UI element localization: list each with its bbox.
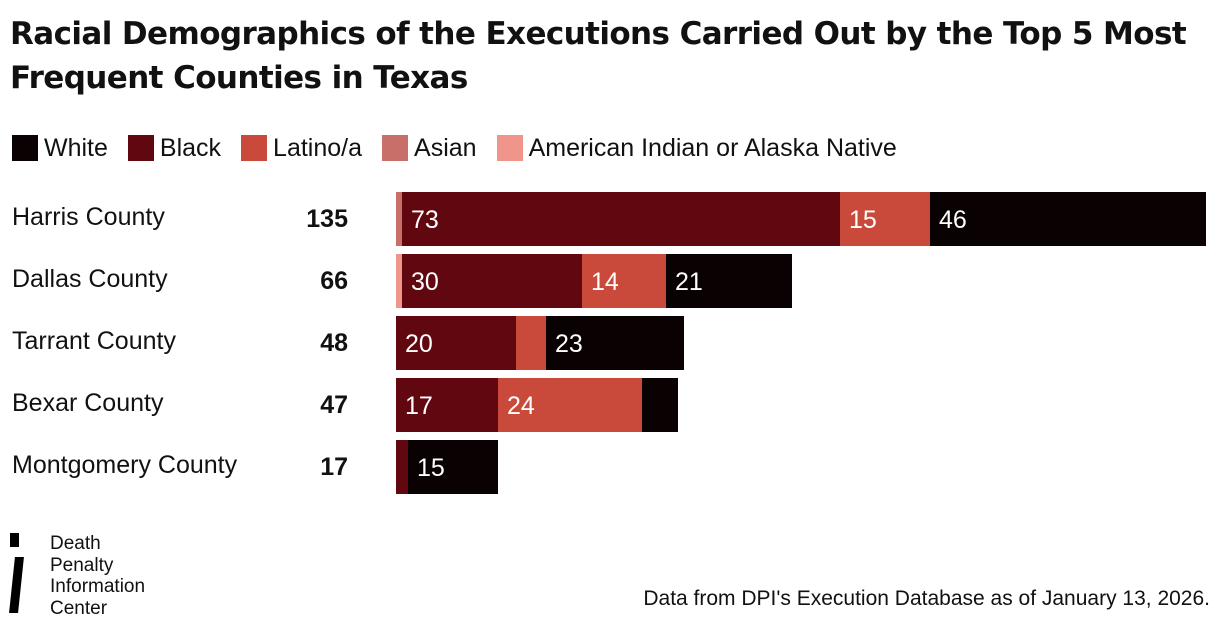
logo-line: Information (50, 576, 146, 597)
legend-label-asian: Asian (414, 133, 477, 162)
chart-title: Racial Demographics of the Executions Ca… (10, 16, 1187, 96)
data-label-dallas-county-white: 21 (675, 268, 703, 296)
bar-harris-county-latino-a (840, 192, 930, 246)
category-label-bexar: Bexar County (12, 389, 164, 417)
legend-item-latino: Latino/a (241, 134, 362, 163)
logo-line: Penalty (50, 554, 114, 576)
category-label-harris: Harris County (12, 203, 165, 231)
bar-harris-county-white (930, 192, 1206, 246)
data-label-dallas-county-latino-a: 14 (591, 268, 619, 296)
legend-item-american-indian: American Indian or Alaska Native (496, 133, 897, 163)
legend-swatch-black (127, 135, 154, 161)
legend-swatch-latino (241, 135, 268, 161)
legend-label-black: Black (159, 133, 222, 162)
bar-dallas-county-latino-a (582, 254, 666, 308)
legend-item-asian: Asian (382, 134, 477, 163)
row-total-montgomery: 17 (320, 453, 348, 481)
data-label-harris-county-white: 46 (939, 206, 967, 234)
dpic-logo: Death Penalty Information Center (9, 533, 180, 619)
data-label-harris-county-black: 73 (411, 206, 439, 234)
row-total-harris: 135 (306, 205, 348, 233)
data-label-tarrant-county-black: 20 (405, 330, 433, 358)
bar-bexar-county-black (396, 378, 498, 432)
source-note: Data from DPI's Execution Database as of… (643, 587, 1210, 610)
bar-dallas-county-white (666, 254, 792, 308)
legend-item-black: Black (127, 133, 222, 163)
data-label-dallas-county-black: 30 (411, 268, 439, 296)
bar-tarrant-county-white (546, 316, 684, 370)
bar-harris-county-asian (396, 192, 402, 246)
legend-label-latino: Latino/a (273, 133, 363, 162)
data-label-tarrant-county-white: 23 (555, 330, 583, 358)
data-label-bexar-county-latino-a: 24 (507, 392, 535, 420)
legend-label-white: White (44, 133, 108, 162)
legend-item-white: White (12, 134, 108, 163)
chart-legend: White Black Latino/a Asian American Indi… (12, 132, 917, 164)
bar-montgomery-county-black (396, 440, 408, 494)
data-label-bexar-county-black: 17 (405, 392, 433, 420)
bar-tarrant-county-latino-a (516, 316, 546, 370)
logo-wordmark: Death Penalty Information Center (50, 533, 145, 619)
category-label-montgomery: Montgomery County (12, 451, 238, 479)
bar-tarrant-county-black (396, 316, 516, 370)
row-total-dallas: 66 (320, 267, 348, 295)
logo-mark-top (10, 533, 19, 547)
legend-swatch-american-indian (496, 135, 523, 161)
row-total-tarrant: 48 (320, 329, 348, 357)
logo-line: Center (50, 597, 108, 619)
legend-swatch-white (12, 135, 38, 161)
bar-bexar-county-latino-a (498, 378, 642, 432)
bar-dallas-county-black (402, 254, 582, 308)
data-label-montgomery-county-white: 15 (417, 454, 445, 482)
logo-mark-bottom (9, 557, 24, 613)
legend-label-american-indian: American Indian or Alaska Native (528, 133, 897, 162)
bar-harris-county-black (402, 192, 840, 246)
data-label-harris-county-latino-a: 15 (849, 206, 877, 234)
row-total-bexar: 47 (320, 391, 348, 419)
category-label-tarrant: Tarrant County (12, 327, 176, 355)
bar-dallas-county-american-indian-or-alaska-native (396, 254, 402, 308)
bar-montgomery-county-white (408, 440, 498, 494)
legend-swatch-asian (382, 135, 409, 161)
bar-bexar-county-white (642, 378, 678, 432)
logo-line: Death (50, 533, 101, 554)
category-label-dallas: Dallas County (12, 265, 168, 293)
